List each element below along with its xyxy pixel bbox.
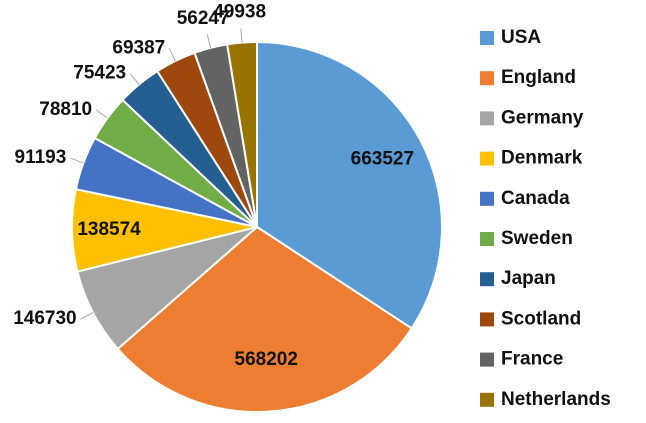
leader-line (240, 28, 243, 43)
leader-line (95, 109, 108, 119)
legend-swatch (480, 352, 494, 367)
data-label: 78810 (39, 99, 92, 120)
legend-label: USA (501, 27, 541, 48)
data-label: 146730 (13, 308, 76, 329)
data-label: 91193 (15, 147, 67, 168)
legend-label: Scotland (501, 308, 581, 329)
leader-line (80, 312, 94, 320)
data-label: 75423 (73, 63, 126, 84)
legend-swatch (480, 272, 494, 287)
legend-swatch (480, 392, 494, 407)
data-label: 69387 (112, 37, 165, 58)
data-label: 56247 (177, 8, 230, 29)
leader-line (70, 157, 84, 164)
legend-label: Canada (501, 188, 570, 209)
legend-label: Sweden (501, 228, 573, 249)
data-label: 663527 (351, 148, 414, 169)
legend-label: Japan (501, 268, 556, 289)
legend-swatch (480, 151, 494, 166)
legend-label: Germany (501, 107, 584, 128)
leader-line (129, 73, 140, 85)
legend-swatch (480, 71, 494, 86)
legend-label: England (501, 67, 576, 88)
legend-swatch (480, 191, 494, 206)
data-label: 138574 (77, 219, 141, 240)
leader-line (206, 34, 212, 49)
legend-swatch (480, 111, 494, 126)
legend-swatch (480, 312, 494, 327)
legend-label: France (501, 349, 563, 370)
legend-swatch (480, 31, 494, 45)
data-label: 568202 (235, 349, 298, 370)
legend-label: Netherlands (501, 389, 611, 410)
pie-slice (116, 225, 414, 413)
leader-line (168, 48, 176, 62)
legend-label: Denmark (501, 148, 583, 169)
legend-swatch (480, 232, 494, 246)
data-label: 49938 (213, 2, 266, 23)
